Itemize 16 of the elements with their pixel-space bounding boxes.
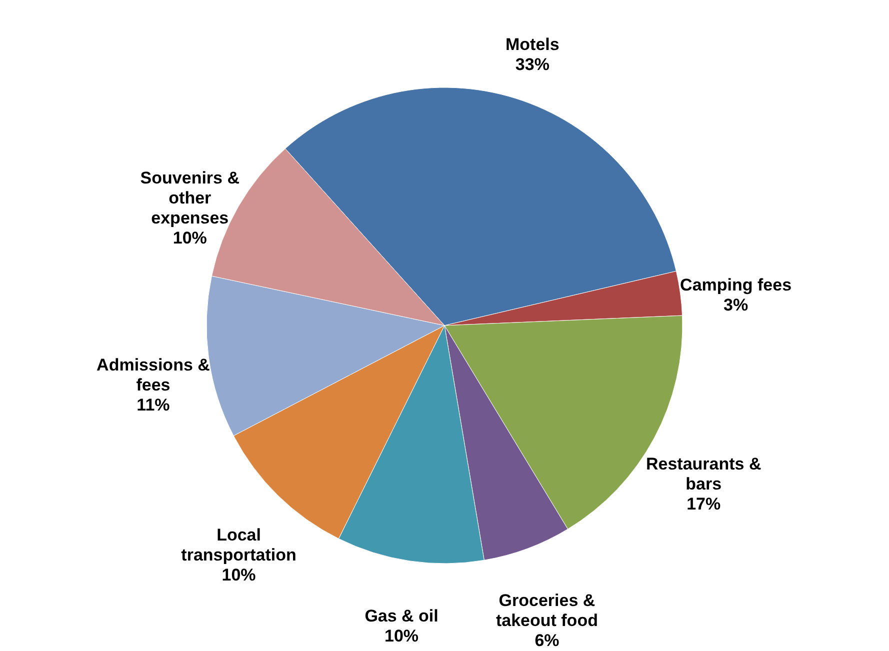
data-label: 11% (136, 395, 170, 414)
data-label: 33% (515, 54, 550, 74)
slice-label: Local transportation (181, 526, 296, 565)
data-label: 10% (384, 626, 419, 646)
data-label: 10% (222, 566, 256, 585)
data-label: 3% (723, 296, 748, 315)
slice-label: Camping fees (680, 276, 792, 295)
data-label: 6% (534, 631, 560, 650)
slice-label: Souvenirs & other expenses (140, 168, 240, 228)
slice-label: Admissions & fees (96, 355, 210, 394)
slice-label: Restaurants & bars (646, 454, 762, 494)
slice-label: Groceries & takeout food (496, 591, 598, 630)
data-label: 10% (172, 228, 207, 248)
slice-label: Gas & oil (364, 606, 438, 626)
slice-label: Motels (506, 34, 560, 54)
data-label: 17% (686, 494, 721, 514)
